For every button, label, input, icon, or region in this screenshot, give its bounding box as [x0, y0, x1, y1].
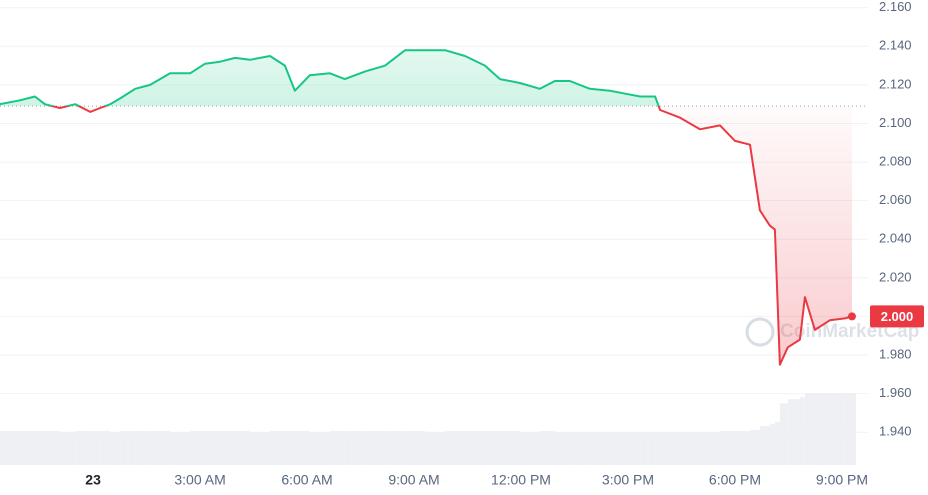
volume-bar	[804, 393, 815, 465]
volume-bar	[294, 431, 310, 465]
price-tag-label: 2.000	[881, 309, 914, 324]
volume-bar	[59, 432, 76, 465]
volume-bar	[851, 393, 856, 465]
volume-bar	[589, 432, 610, 465]
volume-bar	[0, 431, 20, 465]
volume-bar	[365, 431, 386, 465]
volume-bar	[680, 432, 701, 465]
volume-bar	[660, 432, 681, 465]
volume-bar	[309, 432, 330, 465]
volume-bar	[110, 432, 121, 465]
y-tick-label: 2.140	[879, 38, 912, 53]
volume-bar	[205, 431, 221, 465]
volume-bar	[120, 431, 136, 465]
volume-bar	[269, 431, 285, 465]
volume-bar	[445, 431, 466, 465]
x-tick-label: 12:00 PM	[491, 472, 551, 488]
x-tick-label: 23	[85, 472, 101, 488]
price-tag	[870, 305, 924, 328]
volume-bar	[700, 432, 721, 465]
volume-bar	[385, 431, 406, 465]
y-tick-label: 2.020	[879, 269, 912, 284]
price-area	[0, 50, 852, 365]
volume-bar	[539, 431, 555, 465]
volume-bar	[569, 432, 590, 465]
volume-bar	[774, 421, 780, 465]
volume-bar	[90, 431, 101, 465]
volume-bar	[34, 431, 45, 465]
volume-bar	[150, 431, 171, 465]
y-tick-label: 2.100	[879, 115, 912, 130]
y-tick-label: 1.940	[879, 424, 912, 439]
volume-bar	[749, 430, 760, 465]
y-tick-label: 2.080	[879, 154, 912, 169]
volume-bar	[554, 432, 570, 465]
volume-bar	[759, 425, 770, 465]
volume-bar	[170, 432, 191, 465]
x-tick-label: 6:00 PM	[709, 472, 761, 488]
volume-bar	[769, 423, 775, 465]
x-tick-label: 3:00 AM	[174, 472, 225, 488]
x-tick-label: 3:00 PM	[602, 472, 654, 488]
volume-bar	[425, 432, 446, 465]
y-tick-label: 1.980	[879, 346, 912, 361]
volume-bar	[44, 431, 60, 465]
volume-bar	[844, 393, 852, 465]
volume-bar	[19, 431, 35, 465]
volume-bar	[75, 431, 91, 465]
volume-bar	[499, 431, 520, 465]
volume-bar	[329, 431, 345, 465]
volume-bar	[100, 431, 111, 465]
volume-bar	[720, 431, 735, 465]
volume-bar	[344, 431, 366, 465]
volume-bar	[405, 431, 426, 465]
x-tick-label: 6:00 AM	[281, 472, 332, 488]
volume-bar	[787, 399, 800, 465]
volume-bar	[640, 432, 656, 465]
volume-bar	[235, 431, 250, 465]
volume-bar	[814, 393, 830, 465]
y-tick-label: 2.120	[879, 76, 912, 91]
x-tick-label: 9:00 AM	[388, 472, 439, 488]
y-tick-label: 1.960	[879, 385, 912, 400]
volume-bar	[190, 431, 206, 465]
volume-bar	[135, 431, 151, 465]
volume-bar	[609, 432, 641, 465]
volume-bar	[655, 432, 661, 465]
volume-bar	[249, 432, 270, 465]
y-tick-label: 2.160	[879, 0, 912, 14]
volume-bar	[465, 431, 485, 465]
price-line	[0, 49, 853, 366]
last-point	[847, 312, 856, 321]
volume-bar	[220, 431, 236, 465]
volume-bar	[734, 431, 750, 465]
y-tick-label: 2.060	[879, 192, 912, 207]
volume-bar	[779, 403, 788, 465]
volume-bar	[284, 431, 295, 465]
y-tick-label: 2.040	[879, 231, 912, 246]
volume-bar	[829, 393, 845, 465]
volume-bar	[799, 397, 805, 465]
volume-bar	[519, 432, 540, 465]
x-tick-label: 9:00 PM	[816, 472, 868, 488]
volume-bar	[484, 431, 500, 465]
watermark-logo	[745, 317, 775, 347]
